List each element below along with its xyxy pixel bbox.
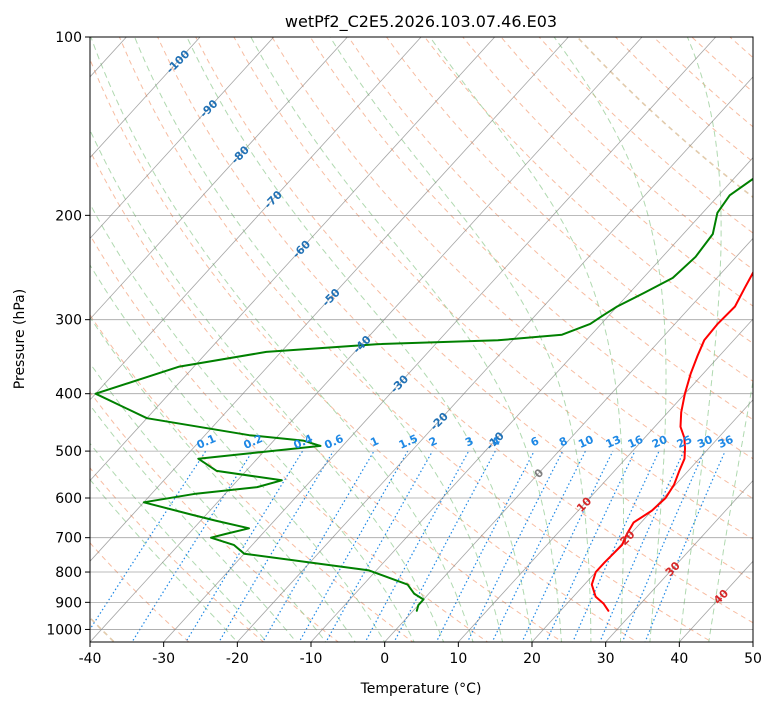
mixing-ratio-label: 16 — [626, 433, 646, 451]
y-tick-label: 200 — [55, 208, 82, 224]
dry-adiabat-line — [463, 37, 775, 654]
y-tick-label: 400 — [55, 387, 82, 403]
isotherm-line — [0, 24, 359, 654]
moist-adiabats — [0, 37, 775, 654]
x-axis-ticks: -40 -30 -20 -10 0 10 20 30 40 50 — [79, 642, 762, 667]
dry-adiabat-line — [0, 37, 278, 654]
y-tick-label: 700 — [55, 531, 82, 547]
dry-adiabat-line — [158, 37, 775, 654]
mixing-ratio-label: 0.6 — [322, 432, 345, 452]
y-tick-label: 100 — [55, 30, 82, 46]
mixing-ratio-label: 2 — [427, 434, 439, 449]
y-tick-label: 800 — [55, 565, 82, 581]
y-axis-label: Pressure (hPa) — [12, 289, 28, 389]
dry-adiabat-line — [5, 37, 505, 654]
dry-adiabat-line — [768, 37, 775, 654]
x-tick-label: 30 — [597, 651, 615, 667]
y-axis-ticks: 100 200 300 400 500 600 700 800 900 1000 — [46, 30, 90, 638]
x-tick-label: -20 — [226, 651, 249, 667]
x-tick-label: -40 — [79, 651, 102, 667]
isotherm-line — [0, 24, 65, 654]
y-tick-label: 300 — [55, 313, 82, 329]
dry-adiabat-line — [425, 37, 775, 654]
mixing-ratio-label: 10 — [576, 433, 596, 451]
x-tick-label: 0 — [380, 651, 389, 667]
isotherm-line — [0, 24, 507, 654]
isotherm-line — [521, 24, 775, 654]
moist-adiabat-line — [0, 37, 306, 654]
x-tick-label: 10 — [449, 651, 467, 667]
dry-adiabat-line — [501, 37, 775, 654]
mixing-ratio-label: 1 — [368, 434, 380, 449]
moist-adiabat-line — [707, 37, 775, 654]
mixing-ratio-line — [179, 451, 303, 654]
dry-adiabat-line — [387, 37, 775, 654]
dry-adiabat-line — [234, 37, 775, 654]
dry-adiabat-line — [616, 37, 775, 654]
dry-adiabat-line — [196, 37, 775, 654]
chart-title: wetPf2_C2E5.2026.103.07.46.E03 — [285, 12, 557, 32]
plot-frame — [90, 37, 753, 642]
dry-adiabat-line — [348, 37, 775, 654]
dry-adiabat-line — [692, 37, 775, 654]
mixing-ratio-label: 36 — [716, 433, 736, 451]
moist-adiabat-line — [0, 37, 277, 654]
moist-adiabat-line — [54, 37, 448, 654]
isotherms — [0, 24, 775, 654]
dry-adiabat-line — [119, 37, 732, 654]
mixing-ratio-label: 20 — [650, 433, 670, 451]
y-tick-label: 600 — [55, 491, 82, 507]
x-tick-label: -30 — [152, 651, 175, 667]
y-tick-label: 1000 — [46, 622, 82, 638]
isotherm-line — [595, 24, 775, 654]
y-tick-label: 900 — [55, 595, 82, 611]
mixing-ratio-line — [618, 451, 705, 654]
mixing-ratio-label: 0.1 — [195, 432, 218, 452]
mixing-ratio-label: 6 — [529, 434, 542, 449]
mixing-ratio-label: 25 — [675, 433, 694, 451]
x-axis-label: Temperature (°C) — [360, 681, 482, 697]
pressure-gridlines — [90, 37, 753, 629]
x-tick-label: 20 — [523, 651, 541, 667]
mixing-ratio-line — [640, 451, 725, 654]
y-tick-label: 500 — [55, 444, 82, 460]
mixing-ratio-line — [320, 451, 433, 654]
moist-adiabat-line — [135, 37, 506, 654]
dry-adiabat-line — [0, 37, 202, 654]
moist-adiabat-line — [0, 37, 248, 654]
plot-lines: -100-90-80-70-60-50-40-30-20-10010203040… — [0, 24, 775, 654]
mixing-ratio-label: 1.5 — [397, 432, 420, 452]
isotherm-line — [0, 24, 286, 654]
mixing-ratio-label: 13 — [604, 433, 623, 451]
isotherm-line — [300, 24, 775, 654]
mixing-ratio-label: 0.4 — [292, 432, 315, 452]
mixing-ratio-label: 3 — [463, 434, 475, 449]
moist-adiabat-line — [430, 37, 624, 654]
x-tick-label: 40 — [670, 651, 688, 667]
isotherm-line — [447, 24, 775, 654]
dry-adiabats — [0, 37, 775, 654]
moist-adiabat-line — [0, 37, 335, 654]
moist-adiabat-line — [91, 37, 477, 654]
temperature-profile-line — [592, 37, 775, 611]
x-tick-label: -10 — [300, 651, 323, 667]
x-tick-label: 50 — [744, 651, 762, 667]
isotherm-label: -100 — [164, 47, 193, 76]
mixing-ratio-line — [74, 451, 206, 654]
mixing-ratio-line — [431, 451, 535, 654]
moist-adiabat-line — [554, 37, 666, 654]
mixing-ratio-label: 30 — [695, 433, 715, 451]
